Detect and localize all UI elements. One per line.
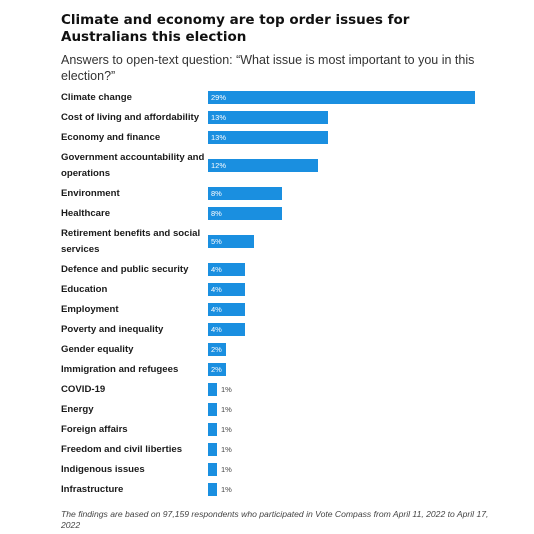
value-label: 1% — [221, 385, 232, 394]
value-label: 12% — [211, 161, 227, 170]
category-label: Economy and finance — [61, 132, 161, 143]
bar: 5% — [208, 235, 254, 248]
category-label: Poverty and inequality — [61, 324, 164, 335]
value-label: 2% — [211, 365, 222, 374]
bar: 4% — [208, 263, 245, 276]
category-label: Cost of living and affordability — [61, 112, 200, 123]
value-label: 29% — [211, 93, 227, 102]
value-label: 4% — [211, 285, 222, 294]
bar: 8% — [208, 187, 282, 200]
value-label: 4% — [211, 325, 222, 334]
value-label: 1% — [221, 425, 232, 434]
category-label: Gender equality — [61, 344, 134, 355]
value-label: 2% — [211, 345, 222, 354]
category-label: Climate change — [61, 92, 132, 103]
value-label: 1% — [221, 445, 232, 454]
value-label: 1% — [221, 405, 232, 414]
bar — [208, 423, 217, 436]
category-label: Defence and public security — [61, 264, 189, 275]
bar: 4% — [208, 323, 245, 336]
category-label: Energy — [61, 404, 94, 415]
bar — [208, 443, 217, 456]
category-label: Foreign affairs — [61, 424, 128, 435]
chart-footnote: The findings are based on 97,159 respond… — [61, 509, 489, 530]
value-label: 8% — [211, 209, 222, 218]
value-label: 5% — [211, 237, 222, 246]
bar: 2% — [208, 343, 226, 356]
bar: 4% — [208, 283, 245, 296]
category-label: Retirement benefits and social services — [61, 228, 201, 255]
value-label: 4% — [211, 265, 222, 274]
bar — [208, 463, 217, 476]
category-label: Immigration and refugees — [61, 364, 179, 375]
category-label: Employment — [61, 304, 119, 315]
value-label: 1% — [221, 465, 232, 474]
value-label: 13% — [211, 133, 227, 142]
value-label: 8% — [211, 189, 222, 198]
bar — [208, 383, 217, 396]
bar — [208, 483, 217, 496]
category-label: Environment — [61, 188, 120, 199]
bar: 8% — [208, 207, 282, 220]
category-label: Government accountability and operations — [61, 152, 205, 179]
value-label: 1% — [221, 485, 232, 494]
bar: 13% — [208, 111, 328, 124]
bar: 29% — [208, 91, 475, 104]
bar: 2% — [208, 363, 226, 376]
category-label: Healthcare — [61, 208, 111, 219]
bar: 12% — [208, 159, 318, 172]
bar: 13% — [208, 131, 328, 144]
category-label: Freedom and civil liberties — [61, 444, 183, 455]
chart-title: Climate and economy are top order issues… — [61, 12, 410, 45]
value-label: 4% — [211, 305, 222, 314]
category-label: Indigenous issues — [61, 464, 145, 475]
chart-header: Climate and economy are top order issues… — [61, 12, 491, 84]
value-label: 13% — [211, 113, 227, 122]
category-label: COVID-19 — [61, 384, 106, 395]
bar: 4% — [208, 303, 245, 316]
category-label: Infrastructure — [61, 484, 124, 495]
bar — [208, 403, 217, 416]
category-label: Education — [61, 284, 108, 295]
chart-subtitle: Answers to open-text question: “What iss… — [61, 53, 475, 83]
